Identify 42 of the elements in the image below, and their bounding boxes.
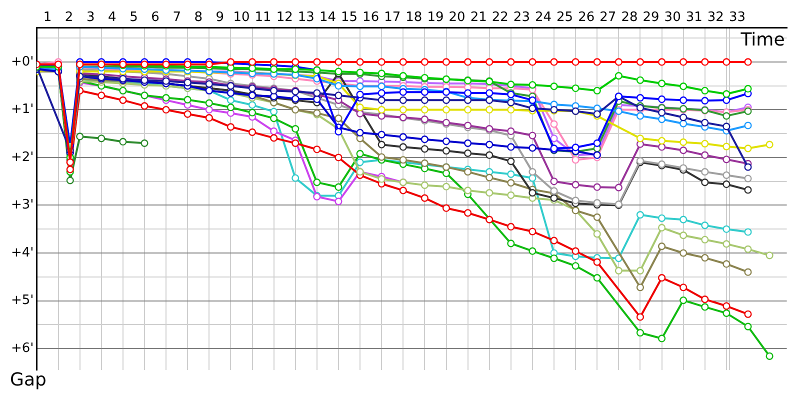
- x-tick-label: 9: [216, 10, 224, 26]
- x-tick-label: 29: [642, 10, 660, 26]
- x-tick-label: 7: [172, 10, 181, 26]
- x-tick-label: 20: [448, 10, 466, 26]
- x-tick-label: 5: [130, 10, 138, 26]
- x-tick-label: 2: [64, 10, 74, 26]
- y-tick-label: +0': [10, 54, 34, 70]
- y-tick-label: +3': [10, 198, 34, 213]
- y-tick-label: +1': [10, 102, 34, 118]
- x-tick-label: 28: [621, 10, 638, 26]
- x-tick-label: 25: [556, 10, 574, 26]
- x-tick-label: 23: [513, 10, 530, 26]
- x-tick-label: 31: [686, 10, 702, 26]
- x-tick-label: 14: [319, 10, 336, 26]
- x-tick-label: 4: [108, 10, 116, 26]
- x-tick-label: 13: [298, 10, 314, 26]
- y-tick-label: +4': [10, 245, 34, 260]
- x-tick-label: 12: [276, 10, 293, 26]
- x-tick-label: 1: [43, 10, 52, 26]
- x-tick-label: 33: [728, 10, 746, 26]
- x-tick-label: 11: [254, 10, 272, 26]
- x-tick-label: 6: [151, 10, 160, 26]
- x-tick-label: 17: [384, 10, 401, 26]
- x-tick-label: 32: [707, 10, 724, 26]
- x-tick-label: 19: [427, 10, 444, 26]
- x-tick-label: 15: [340, 10, 358, 26]
- x-tick-label: 21: [470, 10, 487, 26]
- x-tick-label: 30: [664, 10, 681, 26]
- x-tick-label: 27: [600, 10, 616, 26]
- x-tick-label: 26: [578, 10, 595, 26]
- y-axis-title: Gap: [10, 370, 46, 391]
- x-axis-title: Time: [740, 29, 785, 50]
- y-tick-label: +6': [10, 340, 34, 356]
- x-tick-label: 10: [233, 10, 250, 26]
- y-tick-label: +2': [10, 150, 34, 165]
- x-tick-label: 24: [534, 10, 552, 26]
- x-tick-label: 16: [362, 10, 380, 26]
- x-tick-label: 18: [406, 10, 422, 26]
- y-tick-label: +5': [10, 293, 34, 308]
- x-tick-label: 8: [194, 10, 203, 26]
- x-tick-label: 22: [492, 10, 508, 26]
- x-tick-label: 3: [86, 10, 95, 26]
